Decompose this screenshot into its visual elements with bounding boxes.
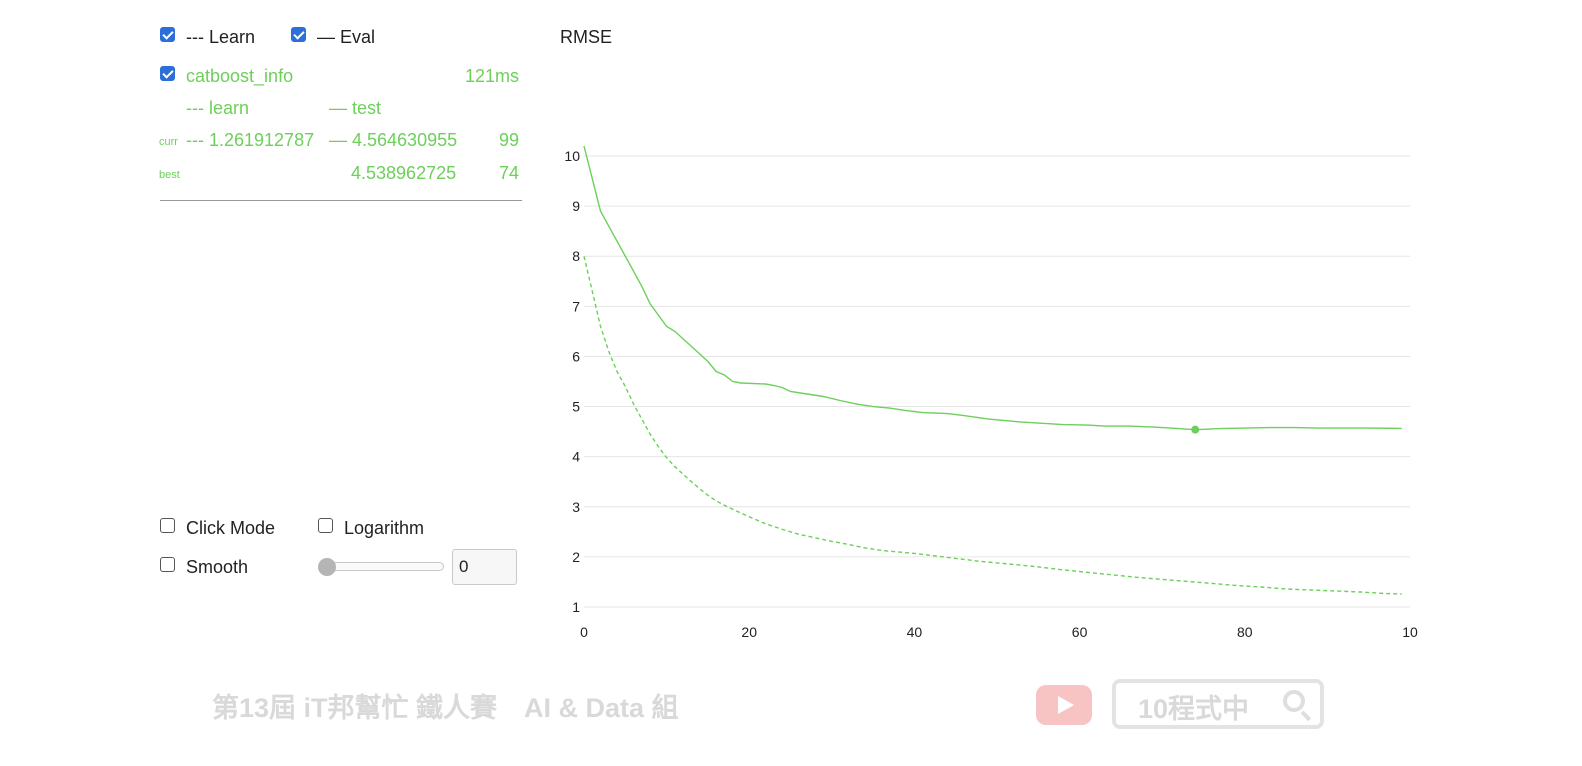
x-tick-label: 60 bbox=[1072, 624, 1088, 640]
smooth-checkbox[interactable] bbox=[160, 557, 175, 572]
x-tick-label: 80 bbox=[1237, 624, 1253, 640]
y-tick-label: 6 bbox=[572, 348, 580, 364]
y-tick-label: 3 bbox=[572, 499, 580, 515]
curr-test-value: — 4.564630955 bbox=[329, 130, 458, 150]
y-tick-label: 4 bbox=[572, 449, 580, 465]
best-iteration: 74 bbox=[498, 163, 519, 183]
series-line-test bbox=[583, 145, 1402, 431]
logarithm-checkbox[interactable] bbox=[318, 518, 333, 533]
click-mode-label[interactable]: Click Mode bbox=[186, 518, 276, 538]
y-tick-label: 2 bbox=[572, 549, 580, 565]
best-iteration-point bbox=[1191, 425, 1200, 434]
y-tick-label: 9 bbox=[572, 198, 580, 214]
click-mode-checkbox[interactable] bbox=[160, 518, 175, 533]
chart-title: RMSE bbox=[560, 27, 613, 47]
series-line-learn bbox=[583, 256, 1402, 595]
run-name: catboost_info bbox=[186, 66, 294, 86]
y-tick-label: 8 bbox=[572, 248, 580, 264]
run-checkbox[interactable] bbox=[160, 66, 175, 81]
watermark-text: 第13屆 iT邦幫忙 鐵人賽 AI & Data 組 bbox=[212, 693, 679, 723]
curr-learn-value: --- 1.261912787 bbox=[186, 130, 315, 150]
youtube-icon bbox=[1036, 685, 1092, 725]
x-tick-label: 20 bbox=[741, 624, 757, 640]
y-tick-label: 1 bbox=[572, 599, 580, 615]
learn-checkbox[interactable] bbox=[160, 27, 175, 42]
x-tick-label: 10 bbox=[1402, 624, 1418, 640]
curr-iteration: 99 bbox=[498, 130, 519, 150]
column-test: — test bbox=[329, 98, 382, 118]
x-tick-label: 40 bbox=[907, 624, 923, 640]
search-icon bbox=[1283, 690, 1305, 712]
eval-checkbox[interactable] bbox=[291, 27, 306, 42]
smooth-label[interactable]: Smooth bbox=[186, 557, 249, 577]
smooth-slider-handle[interactable] bbox=[318, 558, 336, 576]
eval-legend-label[interactable]: — Eval bbox=[317, 27, 376, 47]
smooth-slider-track[interactable] bbox=[320, 562, 444, 571]
divider bbox=[160, 200, 522, 201]
y-tick-label: 10 bbox=[564, 148, 580, 164]
logarithm-label[interactable]: Logarithm bbox=[344, 518, 425, 538]
smooth-value-input[interactable] bbox=[452, 549, 517, 585]
watermark-search-text: 10程式中 bbox=[1138, 694, 1250, 724]
curr-label: curr bbox=[159, 136, 178, 148]
y-tick-label: 5 bbox=[572, 399, 580, 415]
best-label: best bbox=[159, 169, 180, 181]
rmse-chart[interactable]: 1 2 3 4 5 6 7 8 9 10 0 20 40 60 80 10 bbox=[540, 100, 1420, 660]
x-tick-label: 0 bbox=[580, 624, 588, 640]
run-time: 121ms bbox=[464, 66, 519, 86]
learn-legend-label[interactable]: --- Learn bbox=[186, 27, 256, 47]
y-tick-label: 7 bbox=[572, 298, 580, 314]
best-test-value: 4.538962725 bbox=[351, 163, 457, 183]
column-learn: --- learn bbox=[186, 98, 250, 118]
